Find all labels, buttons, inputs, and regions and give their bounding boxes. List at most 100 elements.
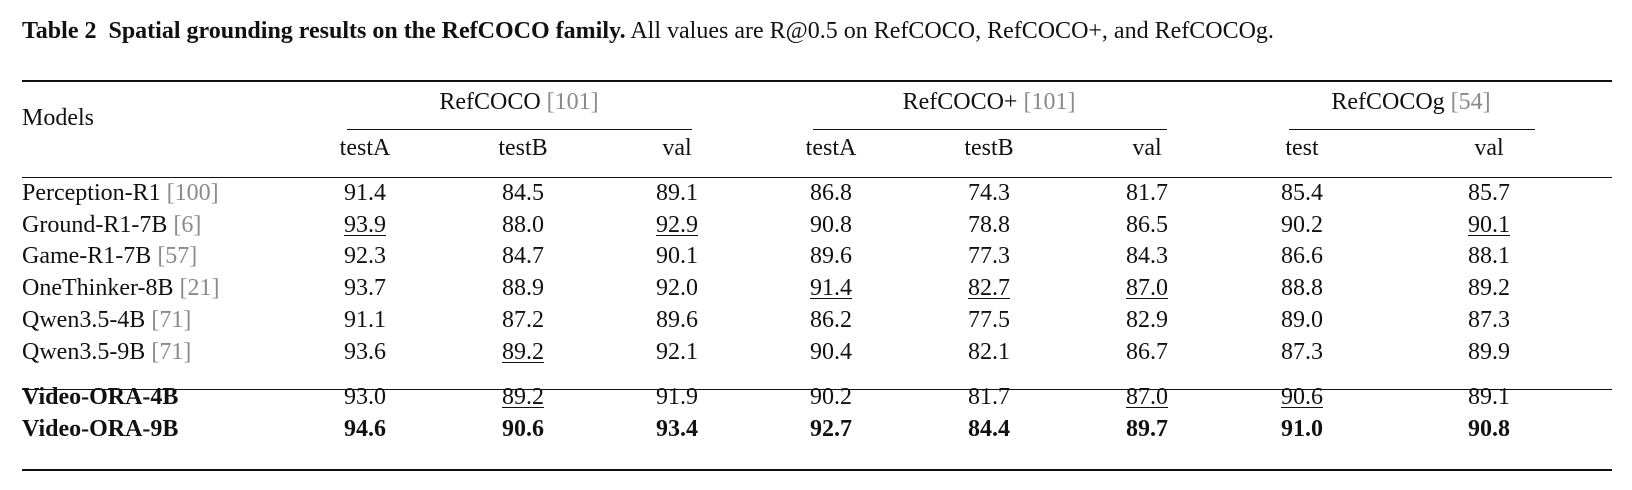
value-cell: 86.7 [1126,339,1168,365]
model-name: Video-ORA-4B [22,382,178,412]
group-header: RefCOCO+ [101] [903,87,1076,117]
model-name: Qwen3.5-9B [71] [22,337,191,367]
value-cell: 89.9 [1468,339,1510,365]
value-cell: 93.4 [656,416,698,442]
model-name: Qwen3.5-4B [71] [22,305,191,335]
value-cell: 87.3 [1281,339,1323,365]
group-name: RefCOCOg [1331,89,1445,115]
value-cell: 78.8 [968,212,1010,238]
split-header: val [1474,135,1504,161]
split-header: val [1132,135,1162,161]
value-cell: 90.4 [810,339,852,365]
split-header: test [1285,135,1319,161]
value-cell: 89.6 [810,243,852,269]
group-underline-rule [813,129,1167,130]
value-cell: 89.1 [1468,384,1510,410]
value-cell: 88.8 [1281,275,1323,301]
value-cell: 82.1 [968,339,1010,365]
model-name: OneThinker-8B [21] [22,273,219,303]
value-cell: 82.9 [1126,307,1168,333]
value-cell: 90.6 [1281,384,1323,410]
model-label: Game-R1-7B [22,243,152,269]
model-citation: [100] [166,180,219,206]
value-cell: 92.3 [344,243,386,269]
value-cell: 87.2 [502,307,544,333]
value-cell: 93.7 [344,275,386,301]
value-cell: 91.4 [344,180,386,206]
split-header: testB [964,135,1014,161]
value-cell: 77.5 [968,307,1010,333]
top-rule [22,80,1612,82]
value-cell: 85.7 [1468,180,1510,206]
model-citation: [57] [157,243,198,269]
value-cell: 92.7 [810,416,852,442]
value-cell: 92.1 [656,339,698,365]
model-label: Qwen3.5-4B [22,307,146,333]
value-cell: 84.4 [968,416,1010,442]
group-name: RefCOCO+ [902,89,1018,115]
value-cell: 94.6 [344,416,386,442]
value-cell: 93.6 [344,339,386,365]
value-cell: 81.7 [1126,180,1168,206]
value-cell: 84.5 [502,180,544,206]
model-name: Video-ORA-9B [22,414,178,444]
split-header: testA [339,135,391,161]
group-header: RefCOCOg [54] [1331,87,1490,117]
value-cell: 84.7 [502,243,544,269]
model-name: Ground-R1-7B [6] [22,210,201,240]
group-citation: [101] [1023,89,1076,115]
value-cell: 89.6 [656,307,698,333]
caption-label: Table 2 [22,18,97,44]
group-underline-rule [347,129,692,130]
value-cell: 91.9 [656,384,698,410]
group-header: RefCOCO [101] [439,87,598,117]
value-cell: 91.1 [344,307,386,333]
value-cell: 86.8 [810,180,852,206]
value-cell: 82.7 [968,275,1010,301]
group-underline-rule [1289,129,1535,130]
value-cell: 93.9 [344,212,386,238]
value-cell: 92.9 [656,212,698,238]
model-label: Video-ORA-4B [22,384,179,410]
value-cell: 89.2 [502,384,544,410]
model-name: Perception-R1 [100] [22,178,219,208]
group-separator-rule [22,389,1612,390]
value-cell: 84.3 [1126,243,1168,269]
value-cell: 93.0 [344,384,386,410]
model-name: Game-R1-7B [57] [22,241,197,271]
value-cell: 89.2 [1468,275,1510,301]
header-rule [22,177,1612,178]
value-cell: 74.3 [968,180,1010,206]
table-caption: Table 2 Spatial grounding results on the… [22,18,1274,45]
model-label: OneThinker-8B [22,275,174,301]
value-cell: 90.1 [1468,212,1510,238]
model-citation: [71] [151,339,192,365]
group-citation: [54] [1450,89,1491,115]
model-label: Video-ORA-9B [22,416,179,442]
group-name: RefCOCO [439,89,541,115]
value-cell: 92.0 [656,275,698,301]
value-cell: 89.2 [502,339,544,365]
value-cell: 89.7 [1126,416,1168,442]
value-cell: 86.2 [810,307,852,333]
split-header: testA [805,135,857,161]
value-cell: 90.2 [810,384,852,410]
caption-title: Spatial grounding results on the RefCOCO… [108,18,626,44]
model-label: Perception-R1 [22,180,161,206]
value-cell: 88.0 [502,212,544,238]
split-header: val [662,135,692,161]
value-cell: 90.8 [1468,416,1510,442]
value-cell: 87.0 [1126,384,1168,410]
value-cell: 88.1 [1468,243,1510,269]
model-citation: [21] [179,275,220,301]
model-label: Ground-R1-7B [22,212,168,238]
models-header: Models [22,105,94,131]
value-cell: 90.6 [502,416,544,442]
value-cell: 87.3 [1468,307,1510,333]
value-cell: 89.0 [1281,307,1323,333]
value-cell: 86.6 [1281,243,1323,269]
value-cell: 90.1 [656,243,698,269]
value-cell: 87.0 [1126,275,1168,301]
value-cell: 86.5 [1126,212,1168,238]
value-cell: 81.7 [968,384,1010,410]
